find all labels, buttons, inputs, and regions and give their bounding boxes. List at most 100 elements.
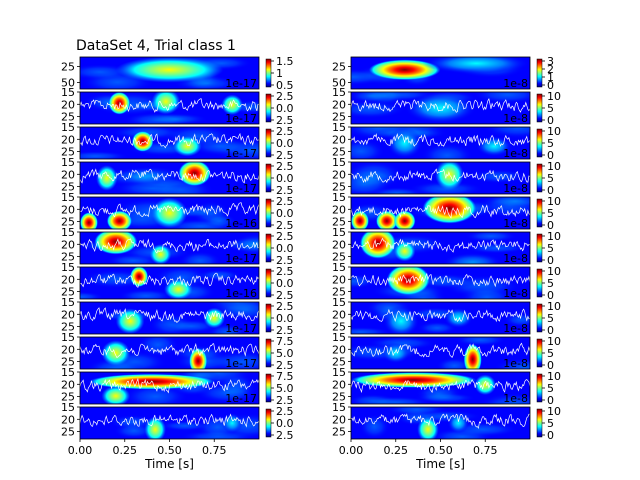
heatmap-hotspot <box>381 342 411 364</box>
x-tick-label: 0.00 <box>339 444 364 457</box>
colorbar-tick-label: 5 <box>547 172 554 185</box>
x-tick-label: 0.75 <box>473 444 498 457</box>
colorbar <box>265 233 272 263</box>
colorbar-scale-label: 1e-17 <box>225 392 257 405</box>
y-tick-label: 20 <box>61 168 75 181</box>
panel-frame <box>350 231 531 265</box>
colorbar-tick-label: 2.5 <box>276 405 294 418</box>
colorbar <box>536 408 543 438</box>
panel-frame <box>350 126 531 160</box>
colorbar-tick-label: 0.5 <box>276 79 294 92</box>
colorbar-tick-label: 10 <box>547 405 561 418</box>
y-tick-label: 25 <box>61 216 75 229</box>
y-tick-label: 20 <box>61 238 75 251</box>
heatmap-hotspot <box>351 372 477 388</box>
x-tick-label: 0.25 <box>384 444 409 457</box>
colorbar-tick-label: 10 <box>547 90 561 103</box>
signal-trace <box>80 132 259 149</box>
colorbar-scale-label: 1e-8 <box>503 357 528 370</box>
heatmap-hotspot <box>80 212 98 229</box>
colorbar-tick-label: 5 <box>547 312 554 325</box>
colorbar-tick-label: 0 <box>547 359 554 372</box>
heatmap-hotspot <box>368 59 441 81</box>
colorbar <box>536 338 543 368</box>
colorbar-scale-label: 1e-17 <box>225 112 257 125</box>
signal-trace <box>351 204 530 219</box>
y-tick-label: 15 <box>332 331 346 344</box>
colorbar-tick-label: 7.5 <box>276 370 294 383</box>
heatmap-hotspot <box>101 385 131 404</box>
colorbar-tick-label: 10 <box>547 125 561 138</box>
y-tick-label: 15 <box>61 86 75 99</box>
colorbar <box>536 268 543 298</box>
colorbar-tick-label: 0.0 <box>276 417 294 430</box>
signal-trace <box>351 342 530 358</box>
y-tick-label: 25 <box>61 321 75 334</box>
y-tick-label: 25 <box>332 111 346 124</box>
heatmap-cell <box>143 113 209 124</box>
y-tick-label: 25 <box>332 356 346 369</box>
panel-frame <box>79 196 260 230</box>
panel-frame <box>350 91 531 125</box>
colorbar-scale-label: 1e-16 <box>225 287 257 300</box>
colorbar-scale-label: 1e-8 <box>503 77 528 90</box>
y-tick-label: 20 <box>332 98 346 111</box>
y-tick-label: 20 <box>332 378 346 391</box>
colorbar-scale-label: 1e-8 <box>503 182 528 195</box>
colorbar-scale-label: 1e-17 <box>225 147 257 160</box>
colorbar-tick-label: 0.0 <box>276 102 294 115</box>
y-tick-label: 15 <box>332 191 346 204</box>
signal-trace <box>351 378 530 394</box>
y-tick-label: 20 <box>61 413 75 426</box>
heatmap-cell <box>484 197 530 209</box>
signal-trace <box>351 272 530 288</box>
colorbar-scale-label: 1e-17 <box>225 357 257 370</box>
heatmap-cell <box>351 92 392 103</box>
heatmap-cell <box>459 285 514 299</box>
y-tick-label: 20 <box>332 133 346 146</box>
y-tick-label: 25 <box>61 356 75 369</box>
y-tick-label: 25 <box>332 426 346 439</box>
panel-frame <box>79 266 260 300</box>
y-tick-label: 25 <box>61 426 75 439</box>
y-tick-label: 25 <box>332 321 346 334</box>
y-tick-label: 25 <box>61 391 75 404</box>
colorbar-tick-label: 0 <box>547 184 554 197</box>
panel-frame <box>79 231 260 265</box>
heatmap-hotspot <box>203 307 225 329</box>
colorbar-tick-label: 5 <box>547 417 554 430</box>
colorbar-scale-label: 1e-8 <box>503 252 528 265</box>
y-tick-label: 15 <box>332 401 346 414</box>
panel-frame <box>79 301 260 335</box>
heatmap-hotspot <box>131 131 154 152</box>
x-tick-label: 0.50 <box>157 444 182 457</box>
colorbar-tick-label: 10 <box>547 300 561 313</box>
y-tick-label: 25 <box>61 251 75 264</box>
heatmap-cell <box>464 232 517 243</box>
heatmap-hotspot <box>115 57 224 83</box>
x-tick-label: 0.75 <box>202 444 227 457</box>
heatmap-cell <box>232 233 259 256</box>
y-tick-label: 20 <box>332 308 346 321</box>
x-tick-label: 0.25 <box>113 444 138 457</box>
colorbar-tick-label: 2.5 <box>276 300 294 313</box>
y-tick-label: 15 <box>61 226 75 239</box>
heatmap-hotspot <box>404 92 477 124</box>
colorbar <box>536 198 543 228</box>
colorbar-scale-label: 1e-16 <box>225 217 257 230</box>
y-tick-label: 25 <box>61 111 75 124</box>
heatmap-hotspot <box>173 135 202 157</box>
y-tick-label: 15 <box>61 121 75 134</box>
panel-frame <box>350 56 531 90</box>
heatmap-hotspot <box>474 374 496 396</box>
panel-frame <box>350 196 531 230</box>
colorbar-tick-label: 1 <box>547 71 554 84</box>
colorbar-tick-label: 0.0 <box>276 207 294 220</box>
colorbar-tick-label: 0 <box>547 394 554 407</box>
